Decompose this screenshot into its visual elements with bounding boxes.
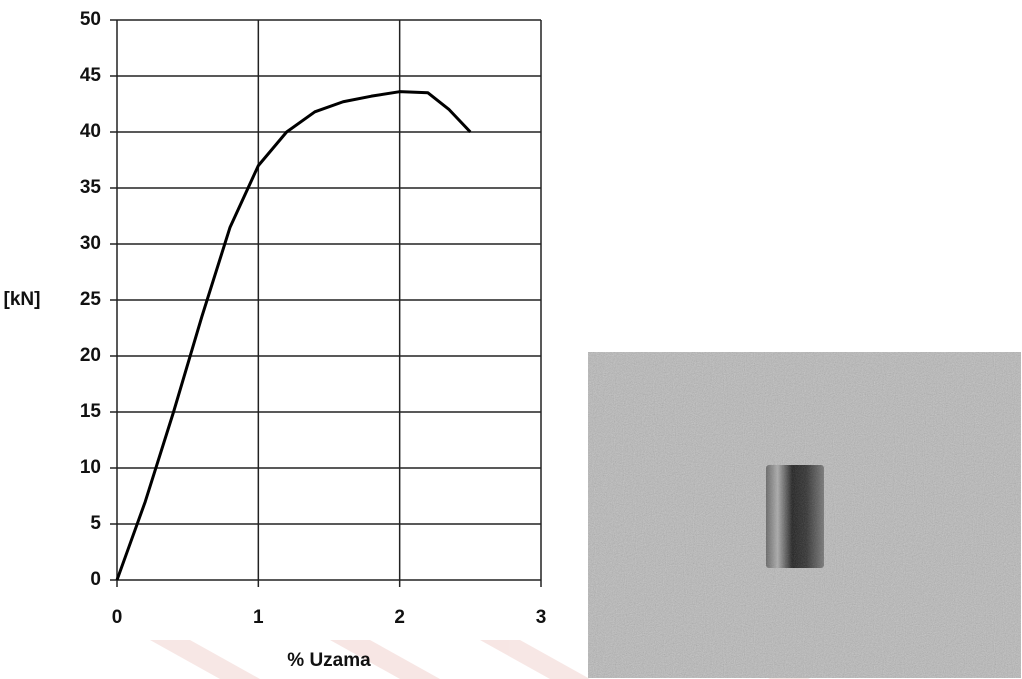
y-axis-label: [kN] bbox=[4, 289, 41, 310]
y-tick-label: 5 bbox=[90, 513, 101, 534]
y-tick-label: 30 bbox=[80, 233, 101, 254]
y-tick-label: 35 bbox=[80, 177, 102, 198]
y-tick-label: 15 bbox=[80, 401, 102, 422]
y-tick-label: 45 bbox=[80, 65, 102, 86]
y-tick-label: 25 bbox=[80, 289, 102, 310]
y-tick-label: 50 bbox=[80, 9, 101, 30]
x-tick-label: 1 bbox=[253, 607, 264, 628]
y-tick-label: 10 bbox=[80, 457, 101, 478]
chart: [kN] % Uzama 0 5 10 15 20 25 30 35 40 45 50 0 1 2 3 bbox=[4, 9, 547, 671]
y-tick-label: 0 bbox=[90, 569, 101, 590]
data-line bbox=[115, 90, 472, 581]
y-tick-label: 20 bbox=[80, 345, 101, 366]
x-tick-label: 0 bbox=[112, 607, 123, 628]
specimen-photo bbox=[588, 352, 1021, 678]
x-tick-label: 3 bbox=[536, 607, 547, 628]
x-axis-label: % Uzama bbox=[287, 650, 371, 671]
x-tick-label: 2 bbox=[394, 607, 405, 628]
y-tick-label: 40 bbox=[80, 121, 101, 142]
